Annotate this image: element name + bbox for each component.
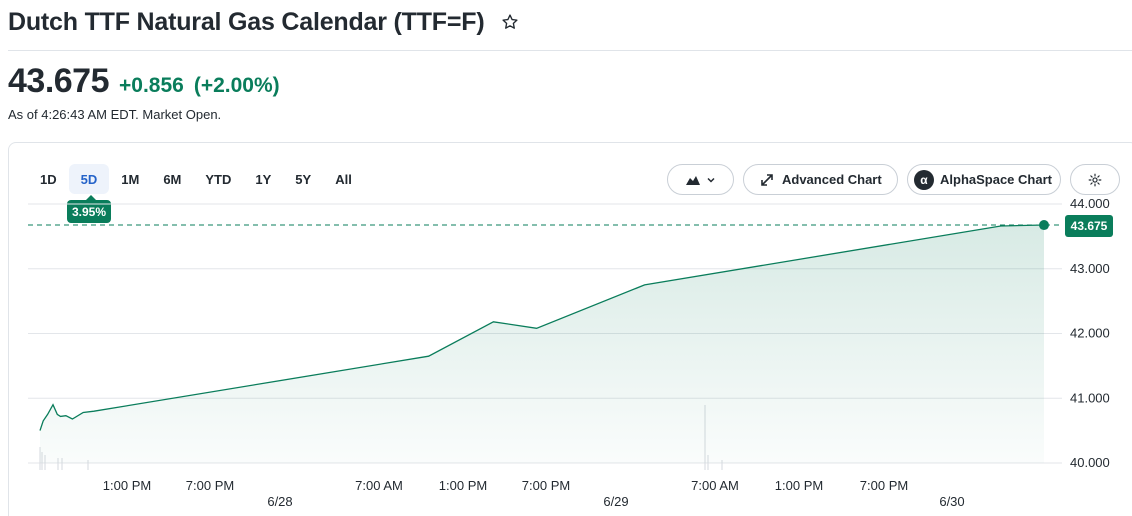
header-divider: [8, 50, 1132, 51]
range-tabs: 1D 5D 1M 6M YTD 1Y 5Y All: [28, 164, 364, 194]
x-tick-label: 1:00 PM: [439, 478, 487, 493]
y-tick-label: 43.000: [1070, 261, 1110, 276]
x-tick-label: 7:00 AM: [355, 478, 403, 493]
quote-header: Dutch TTF Natural Gas Calendar (TTF=F): [8, 4, 520, 40]
chart-settings-button[interactable]: [1070, 164, 1120, 195]
range-change-badge: 3.95%: [67, 195, 112, 223]
x-tick-label: 7:00 AM: [691, 478, 739, 493]
last-price-badge: 43.675: [1065, 215, 1113, 237]
y-tick-label: 42.000: [1070, 326, 1110, 341]
gear-icon: [1088, 173, 1102, 186]
range-tab-5y[interactable]: 5Y: [295, 171, 312, 187]
last-price-dot: [1039, 220, 1049, 231]
date-label: 6/29: [603, 494, 628, 509]
price-change: +0.856: [119, 74, 184, 97]
x-tick-label: 1:00 PM: [103, 478, 151, 493]
x-tick-label: 7:00 PM: [522, 478, 570, 493]
advanced-chart-label: Advanced Chart: [782, 172, 882, 187]
range-tab-all[interactable]: All: [335, 171, 352, 187]
chart-type-button[interactable]: [667, 164, 734, 195]
chevron-down-icon: [706, 177, 715, 183]
range-tab-1y[interactable]: 1Y: [255, 171, 272, 187]
range-tab-1d[interactable]: 1D: [40, 171, 57, 187]
range-tab-ytd[interactable]: YTD: [205, 171, 232, 187]
advanced-chart-button[interactable]: Advanced Chart: [743, 164, 898, 195]
y-tick-label: 40.000: [1070, 455, 1110, 470]
range-tab-5d[interactable]: 5D: [68, 164, 110, 194]
date-label: 6/28: [267, 494, 292, 509]
alphaspace-chart-button[interactable]: α AlphaSpace Chart: [907, 164, 1061, 195]
expand-icon: [761, 173, 773, 186]
x-tick-label: 7:00 PM: [860, 478, 908, 493]
alphaspace-chart-label: AlphaSpace Chart: [940, 172, 1052, 187]
y-tick-label: 44.000: [1070, 196, 1110, 211]
price-change-percent: (+2.00%): [193, 74, 280, 97]
market-status: As of 4:26:43 AM EDT. Market Open.: [8, 107, 222, 122]
y-tick-label: 41.000: [1070, 390, 1110, 405]
mountain-chart-icon: [685, 175, 700, 185]
star-outline-icon[interactable]: [500, 12, 520, 32]
price-row: 43.675 +0.856 (+2.00%): [8, 62, 280, 101]
x-tick-label: 1:00 PM: [775, 478, 823, 493]
price-area: [40, 225, 1044, 463]
current-price: 43.675: [8, 62, 110, 100]
alpha-icon: α: [914, 169, 934, 190]
page-title: Dutch TTF Natural Gas Calendar (TTF=F): [8, 7, 485, 36]
x-tick-label: 7:00 PM: [186, 478, 234, 493]
price-line: [39, 224, 1045, 431]
date-label: 6/30: [939, 494, 964, 509]
range-tab-6m[interactable]: 6M: [163, 171, 182, 187]
range-tab-1m[interactable]: 1M: [121, 171, 140, 187]
